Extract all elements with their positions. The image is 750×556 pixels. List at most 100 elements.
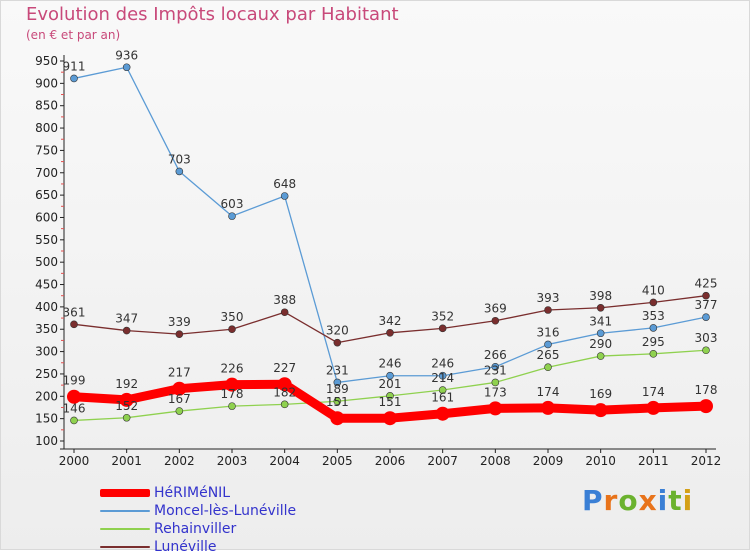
y-tick-label: 250 [35,367,58,381]
y-tick-label: 100 [35,434,58,448]
x-tick-label: 2003 [217,454,248,468]
data-point [280,308,289,317]
logo-letter: t [668,484,683,517]
data-label: 182 [273,385,296,399]
data-label: 214 [431,371,454,385]
data-point [491,316,500,325]
y-tick-label: 750 [35,143,58,157]
data-label: 398 [589,289,612,303]
data-label: 231 [484,363,507,377]
data-label: 246 [431,357,454,371]
data-label: 266 [484,348,507,362]
data-label: 174 [537,385,560,399]
data-point [544,340,552,349]
y-tick-label: 900 [35,76,58,90]
data-point [119,392,134,407]
data-point [280,192,289,200]
data-point [386,329,394,337]
data-point [386,392,394,400]
data-point [70,416,78,425]
x-tick-label: 2004 [269,454,300,468]
data-point [122,413,131,422]
data-point [333,378,342,387]
data-point [330,411,345,426]
y-tick-label: 600 [35,210,58,224]
data-label: 377 [695,298,718,312]
data-point [122,63,131,72]
logo-letter: x [638,484,658,517]
x-tick-label: 2009 [533,454,564,468]
legend-label: Rehainviller [154,521,237,537]
x-tick-label: 2010 [585,454,616,468]
y-tick-label: 450 [35,278,58,292]
data-point [491,362,500,371]
data-point [228,212,236,220]
y-tick-label: 700 [35,166,58,180]
data-point [438,371,447,380]
data-label: 192 [115,377,138,391]
data-label: 342 [379,314,402,328]
chart-title: Evolution des Impôts locaux par Habitant [26,4,399,25]
data-label: 173 [484,385,507,399]
data-label: 341 [589,314,612,328]
data-label: 178 [695,383,718,397]
data-label: 174 [642,385,665,399]
data-label: 393 [537,291,560,305]
data-point [596,303,605,312]
data-point [438,324,447,333]
data-point [70,74,78,83]
data-point [333,397,342,406]
y-tick-label: 400 [35,300,58,314]
data-point [488,401,503,416]
chart-subtitle: (en € et par an) [26,28,121,42]
data-point [383,411,397,426]
x-tick-label: 2000 [59,454,90,468]
x-tick-label: 2002 [164,454,195,468]
data-label: 151 [326,395,349,409]
data-label: 146 [63,401,86,415]
data-point [228,402,236,410]
x-tick-label: 2007 [427,454,458,468]
y-tick-label: 500 [35,255,58,269]
y-tick-label: 650 [35,188,58,202]
data-point [225,377,239,392]
data-label: 295 [642,335,665,349]
data-label: 217 [168,366,191,380]
data-point [544,306,552,314]
data-point [596,329,605,338]
data-point [593,403,608,418]
data-point [649,298,658,307]
data-label: 201 [379,377,402,391]
y-tick-label: 800 [35,121,58,135]
legend-label: Moncel-lès-Lunéville [154,503,297,519]
data-point [70,320,78,329]
data-label: 161 [431,391,454,405]
legend-swatch [100,528,150,530]
data-label: 320 [326,324,349,338]
data-point [172,381,187,396]
x-tick-label: 2012 [691,454,722,468]
y-tick-label: 150 [35,412,58,426]
data-label: 936 [115,48,138,62]
data-label: 231 [326,363,349,377]
data-label: 226 [221,362,244,376]
logo-letter: i [682,484,694,517]
logo-letter: r [603,484,619,517]
data-label: 290 [589,337,612,351]
x-tick-label: 2008 [480,454,511,468]
data-point [646,400,661,415]
data-point [438,386,447,394]
y-tick-label: 200 [35,389,58,403]
data-label: 167 [168,392,191,406]
data-label: 169 [589,387,612,401]
data-label: 410 [642,283,665,297]
data-point [280,400,289,409]
data-label: 303 [695,331,718,345]
data-label: 265 [537,348,560,362]
data-label: 339 [168,315,191,329]
data-label: 178 [221,387,244,401]
data-point [277,377,292,392]
x-tick-label: 2001 [111,454,142,468]
